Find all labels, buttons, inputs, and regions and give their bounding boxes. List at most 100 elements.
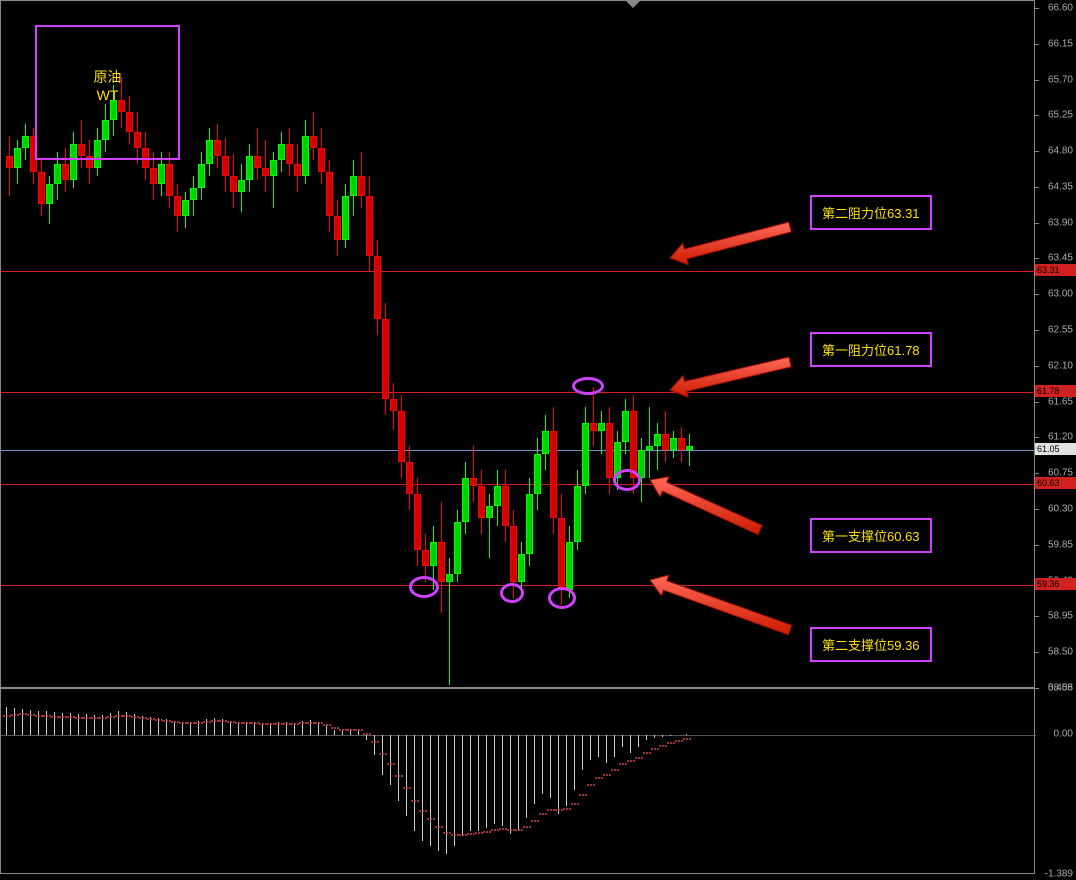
- ytick-label: 63.00: [1048, 289, 1073, 300]
- horizontal-line: [1, 392, 1036, 393]
- candle: [494, 486, 501, 506]
- candle: [38, 172, 45, 204]
- candle: [390, 399, 397, 411]
- candle: [302, 136, 309, 176]
- highlight-circle: [409, 576, 439, 598]
- ytick-label: 64.80: [1048, 146, 1073, 157]
- ytick-label: 65.70: [1048, 74, 1073, 85]
- ytick-label: 63.45: [1048, 253, 1073, 264]
- candle: [278, 144, 285, 160]
- candle: [182, 200, 189, 216]
- arrow-icon: [635, 565, 805, 645]
- price-marker: 59.36: [1035, 578, 1076, 590]
- candle: [598, 423, 605, 431]
- candle: [574, 486, 581, 542]
- ytick-label: 63.90: [1048, 217, 1073, 228]
- ytick-label: 58.50: [1048, 647, 1073, 658]
- candle: [54, 164, 61, 184]
- candle: [454, 522, 461, 574]
- candle: [654, 434, 661, 446]
- arrow-icon: [655, 347, 805, 405]
- candle: [206, 140, 213, 164]
- arrow-icon: [655, 212, 805, 273]
- candle: [174, 196, 181, 216]
- candle: [158, 164, 165, 184]
- price-marker: 61.05: [1035, 443, 1076, 455]
- candle: [662, 434, 669, 450]
- candle: [590, 423, 597, 431]
- candle: [470, 478, 477, 486]
- candle: [6, 156, 13, 168]
- candle: [510, 526, 517, 582]
- candle: [686, 446, 693, 450]
- price-marker: 61.78: [1035, 385, 1076, 397]
- candle: [414, 494, 421, 550]
- candle: [198, 164, 205, 188]
- candle: [294, 164, 301, 176]
- title-line2: WT: [97, 87, 119, 103]
- annotation-box: 第二支撑位59.36: [810, 627, 932, 662]
- candle: [22, 136, 29, 148]
- candle: [438, 542, 445, 582]
- candle: [526, 494, 533, 554]
- annotation-box: 第一阻力位61.78: [810, 332, 932, 367]
- candle: [398, 411, 405, 463]
- indicator-ytick: -1.389: [1045, 869, 1073, 880]
- ytick-label: 62.55: [1048, 325, 1073, 336]
- candle: [342, 196, 349, 240]
- candle: [518, 554, 525, 582]
- candle: [558, 518, 565, 590]
- candle: [62, 164, 69, 180]
- candle: [326, 172, 333, 216]
- candle: [230, 176, 237, 192]
- price-marker: 63.31: [1035, 264, 1076, 276]
- candle: [262, 168, 269, 176]
- candle: [270, 160, 277, 176]
- ytick-label: 61.20: [1048, 432, 1073, 443]
- candle: [214, 140, 221, 156]
- candle: [566, 542, 573, 590]
- candle: [542, 431, 549, 455]
- horizontal-line: [1, 271, 1036, 272]
- candle: [646, 446, 653, 450]
- candle: [670, 438, 677, 450]
- price-marker: 60.63: [1035, 477, 1076, 489]
- price-yaxis: 66.6066.1565.7065.2564.8064.3563.9063.45…: [1035, 0, 1076, 688]
- candle: [14, 148, 21, 168]
- candle: [366, 196, 373, 256]
- candle: [222, 156, 229, 176]
- annotation-box: 第二阻力位63.31: [810, 195, 932, 230]
- candle: [462, 478, 469, 522]
- candle: [534, 454, 541, 494]
- candle: [286, 144, 293, 164]
- candle: [582, 423, 589, 487]
- ytick-label: 59.85: [1048, 539, 1073, 550]
- candle: [502, 486, 509, 526]
- title-box: 原油 WT: [35, 25, 180, 160]
- ytick-label: 58.95: [1048, 611, 1073, 622]
- horizontal-line: [1, 450, 1036, 451]
- arrow-icon: [635, 465, 775, 545]
- title-line1: 原油: [94, 69, 122, 85]
- indicator-panel[interactable]: [0, 688, 1035, 874]
- candle: [606, 423, 613, 479]
- candle: [446, 574, 453, 582]
- indicator-yaxis: 0.4580.00-1.389: [1035, 688, 1076, 874]
- ytick-label: 65.25: [1048, 110, 1073, 121]
- ytick-label: 64.35: [1048, 181, 1073, 192]
- candle: [406, 462, 413, 494]
- candle: [478, 486, 485, 518]
- candle: [334, 216, 341, 240]
- candle: [374, 256, 381, 320]
- candle: [150, 168, 157, 184]
- candle: [246, 156, 253, 180]
- indicator-ytick: 0.00: [1054, 729, 1073, 740]
- candle: [166, 164, 173, 196]
- candle: [486, 506, 493, 518]
- candle: [550, 431, 557, 518]
- highlight-circle: [572, 377, 604, 395]
- candle: [678, 438, 685, 450]
- candle: [382, 319, 389, 399]
- candle: [350, 176, 357, 196]
- highlight-circle: [500, 583, 524, 603]
